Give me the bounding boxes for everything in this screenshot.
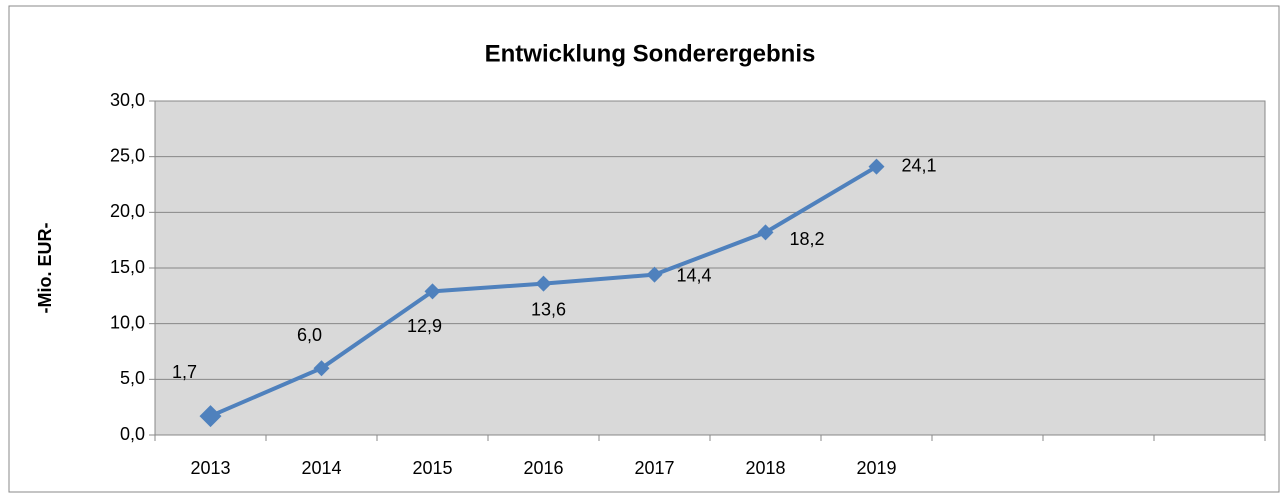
data-point: [199, 405, 222, 428]
data-label: 14,4: [677, 265, 712, 285]
data-point: [535, 275, 552, 292]
y-tick-label: 25,0: [110, 145, 145, 165]
y-tick-label: 5,0: [120, 368, 145, 388]
y-axis-label: -Mio. EUR-: [35, 223, 55, 314]
data-label: 13,6: [531, 299, 566, 319]
x-tick-label: 2017: [634, 458, 674, 478]
y-tick-label: 15,0: [110, 257, 145, 277]
data-label: 6,0: [297, 325, 322, 345]
data-label: 1,7: [172, 362, 197, 382]
y-tick-label: 0,0: [120, 424, 145, 444]
data-point: [646, 266, 663, 283]
data-point: [424, 283, 441, 300]
chart-title: Entwicklung Sonderergebnis: [485, 40, 816, 67]
data-point: [757, 224, 774, 241]
data-label: 24,1: [902, 155, 937, 175]
x-tick-label: 2016: [523, 458, 563, 478]
data-point: [313, 360, 330, 377]
x-tick-label: 2015: [412, 458, 452, 478]
y-tick-label: 20,0: [110, 201, 145, 221]
data-point: [868, 158, 885, 175]
y-tick-label: 30,0: [110, 90, 145, 110]
x-tick-label: 2018: [745, 458, 785, 478]
x-tick-label: 2014: [301, 458, 341, 478]
data-label: 18,2: [790, 229, 825, 249]
x-tick-label: 2013: [190, 458, 230, 478]
data-label: 12,9: [407, 316, 442, 336]
y-tick-label: 10,0: [110, 312, 145, 332]
x-tick-label: 2019: [856, 458, 896, 478]
